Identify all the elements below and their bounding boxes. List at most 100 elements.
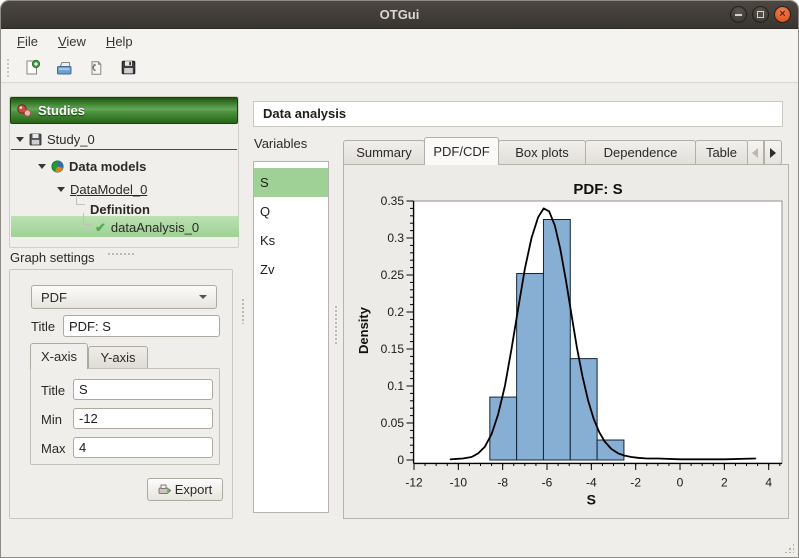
svg-text:-8: -8 (497, 476, 508, 490)
svg-text:-4: -4 (586, 476, 597, 490)
floppy-icon (29, 133, 42, 145)
tree-item-datamodel-0[interactable]: DataModel_0 (57, 179, 147, 199)
main-content: Studies Study_0 Data models (1, 83, 798, 557)
svg-text:PDF: S: PDF: S (573, 181, 622, 198)
tree-item-study-0[interactable]: Study_0 (16, 129, 95, 149)
tab-scroll-left-button[interactable] (746, 140, 764, 165)
window-controls: × (730, 6, 791, 23)
maximize-button[interactable] (752, 6, 769, 23)
tree-item-label: DataModel_0 (70, 181, 148, 197)
graph-title-input[interactable] (63, 315, 220, 337)
graph-settings-panel: PDF Title X-axis Y-axis Title Min Max (9, 269, 233, 519)
axis-title-input[interactable] (73, 379, 213, 400)
variable-item-s[interactable]: S (254, 168, 328, 197)
tree-item-definition[interactable]: Definition (90, 199, 150, 219)
tab-dependence[interactable]: Dependence (585, 140, 696, 165)
menu-file[interactable]: File (17, 33, 38, 49)
variable-item-ks[interactable]: Ks (260, 233, 276, 248)
menu-view[interactable]: View (57, 33, 86, 49)
tab-y-axis[interactable]: Y-axis (88, 346, 148, 369)
tree-item-data-models[interactable]: Data models (38, 156, 146, 176)
x-axis-settings-box: Title Min Max (30, 368, 220, 465)
tab-summary[interactable]: Summary (343, 140, 425, 165)
svg-text:-6: -6 (542, 476, 553, 490)
data-models-icon (51, 159, 64, 173)
variable-item-q[interactable]: Q (260, 204, 271, 219)
close-button[interactable]: × (774, 6, 791, 23)
arrow-left-icon (752, 147, 758, 158)
vertical-splitter-handle[interactable] (334, 305, 338, 345)
export-button[interactable]: Export (147, 478, 223, 501)
vertical-splitter-handle[interactable] (241, 298, 245, 324)
svg-text:-2: -2 (630, 476, 641, 490)
svg-text:0.1: 0.1 (387, 379, 404, 393)
close-icon: × (779, 8, 786, 20)
axis-min-input[interactable] (73, 408, 213, 429)
tab-pdf-cdf[interactable]: PDF/CDF (424, 137, 499, 165)
import-script-icon (91, 60, 102, 75)
svg-text:0.3: 0.3 (387, 231, 404, 245)
new-study-button[interactable] (18, 55, 46, 81)
export-icon (158, 484, 171, 494)
save-study-button[interactable] (114, 55, 142, 81)
expand-arrow-icon[interactable] (16, 136, 24, 142)
variables-label: Variables (254, 136, 308, 151)
svg-text:S: S (587, 492, 596, 508)
expand-arrow-icon[interactable] (57, 186, 65, 192)
tab-x-axis[interactable]: X-axis (30, 343, 88, 369)
maximize-icon (757, 11, 764, 18)
svg-text:-10: -10 (450, 476, 468, 490)
studies-icon (17, 104, 32, 117)
open-study-button[interactable] (50, 55, 78, 81)
svg-text:0.25: 0.25 (381, 268, 405, 282)
open-folder-icon (56, 61, 71, 74)
variable-item-zv[interactable]: Zv (260, 262, 275, 277)
studies-header[interactable]: Studies (10, 97, 238, 124)
export-button-label: Export (174, 482, 213, 497)
import-python-script-button[interactable] (82, 55, 110, 81)
tab-box-plots[interactable]: Box plots (498, 140, 586, 165)
axis-max-label: Max (41, 441, 66, 456)
expand-arrow-icon[interactable] (38, 163, 46, 169)
window-title: OTGui (379, 7, 420, 22)
pdf-chart: -12 -10 -8 -6 -4 -2 0 2 4 0 0.05 0.1 0.15 0.2 0.25 0.3 0… (356, 181, 783, 508)
plot-type-dropdown[interactable]: PDF (31, 285, 217, 309)
svg-text:0.05: 0.05 (381, 416, 405, 430)
page-title: Data analysis (253, 101, 783, 127)
svg-text:Density: Density (356, 306, 371, 354)
variables-list: S Q Ks Zv (253, 161, 329, 513)
minimize-button[interactable] (730, 6, 747, 23)
axis-min-label: Min (41, 412, 62, 427)
tab-table[interactable]: Table (695, 140, 748, 165)
tree-item-dataanalysis-0[interactable]: ✔ dataAnalysis_0 (95, 217, 199, 237)
check-icon: ✔ (95, 219, 106, 235)
svg-text:2: 2 (721, 476, 728, 490)
chevron-down-icon (199, 295, 207, 299)
minimize-icon (735, 14, 742, 16)
new-document-icon (26, 59, 40, 75)
horizontal-splitter-handle[interactable] (107, 252, 135, 256)
window-resize-grip[interactable] (784, 543, 794, 553)
tab-scroll-right-button[interactable] (764, 140, 782, 165)
tree-item-label: Definition (90, 201, 150, 217)
svg-text:-12: -12 (405, 476, 423, 490)
graph-title-label: Title (31, 319, 56, 334)
tree-separator (11, 149, 237, 150)
graph-settings-label: Graph settings (10, 250, 95, 265)
svg-text:0.2: 0.2 (387, 305, 404, 319)
axis-max-input[interactable] (73, 437, 213, 458)
plot-type-value: PDF (41, 289, 67, 305)
titlebar[interactable]: OTGui × (1, 1, 798, 29)
tree-connector (76, 193, 85, 205)
toolbar-drag-handle[interactable] (6, 57, 11, 78)
svg-text:0.15: 0.15 (381, 342, 405, 356)
tree-item-label: Data models (69, 158, 147, 174)
toolbar (1, 53, 798, 83)
svg-text:0: 0 (397, 453, 404, 467)
tree-connector (83, 213, 92, 225)
svg-text:4: 4 (765, 476, 772, 490)
studies-header-label: Studies (38, 103, 85, 118)
tree-item-label: Study_0 (47, 131, 95, 147)
menu-help[interactable]: Help (105, 33, 133, 49)
